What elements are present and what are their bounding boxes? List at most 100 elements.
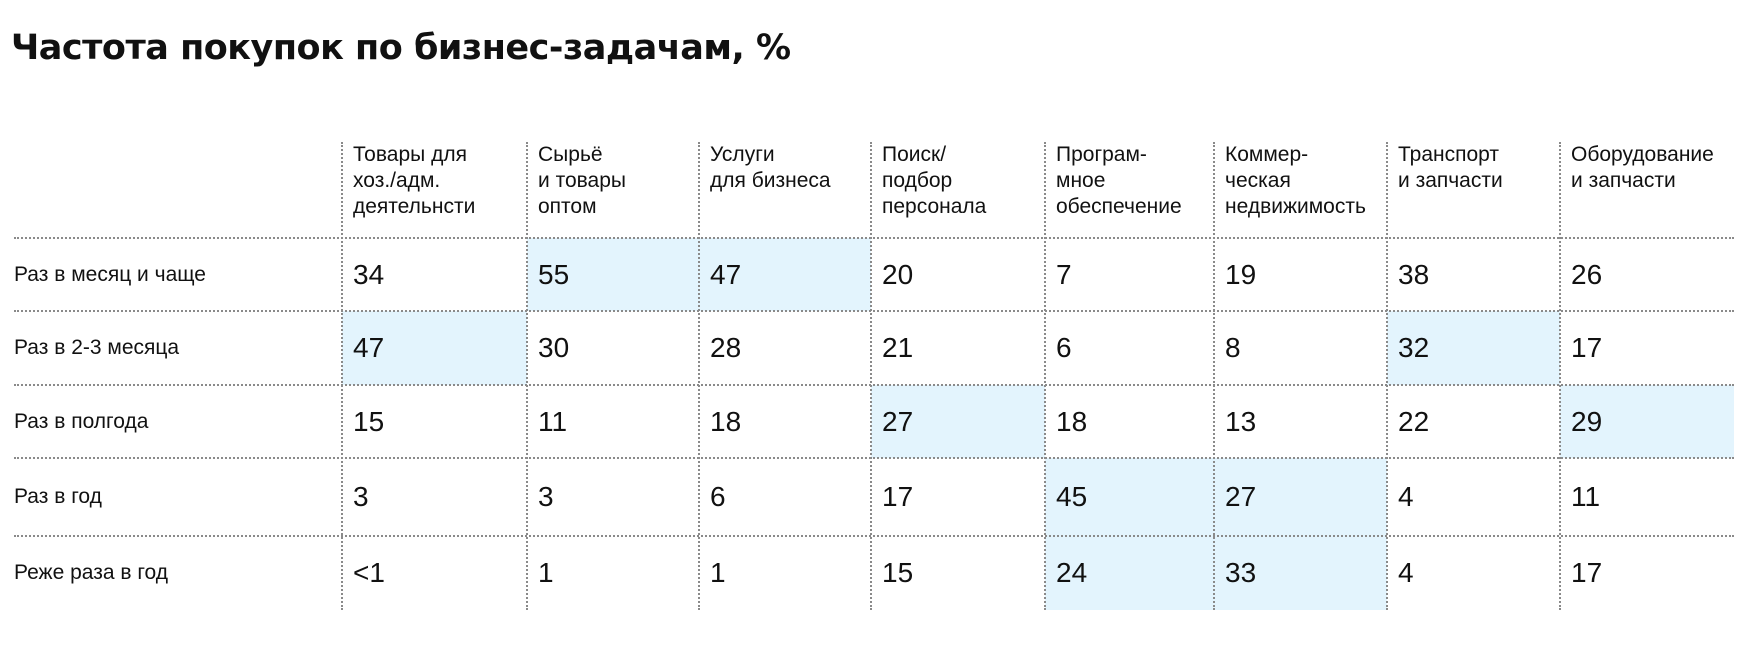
row-label: Раз в год xyxy=(14,485,102,508)
table-cell-value: 4 xyxy=(1398,557,1414,588)
column-header: Програм-мное обеспечение xyxy=(1056,142,1182,220)
table-cell-value: <1 xyxy=(353,557,385,588)
table-cell-value: 18 xyxy=(710,405,742,437)
table-cell-value: 11 xyxy=(1571,481,1601,512)
table-cell-value: 4 xyxy=(1398,481,1414,512)
table-cell-value: 24 xyxy=(1056,557,1088,588)
table-cell-bg xyxy=(342,311,527,385)
row-divider xyxy=(14,237,1734,239)
column-header-line: недвижимость xyxy=(1225,195,1366,218)
column-header-line: Услуги xyxy=(710,143,775,166)
column-header-line: Оборудование xyxy=(1571,143,1714,166)
table-cell-bg xyxy=(1214,536,1387,610)
table-cell-value: 15 xyxy=(353,405,385,437)
column-divider xyxy=(1559,142,1561,610)
column-header: Товары для хоз./адм. деятельнсти xyxy=(353,142,475,220)
table-cell-bg xyxy=(871,385,1045,458)
column-divider xyxy=(1386,142,1388,610)
column-header-line: Коммер- xyxy=(1225,143,1309,166)
chart-title: Частота покупок по бизнес-задачам, % xyxy=(11,28,791,68)
column-header-line: подбор xyxy=(882,169,953,192)
table-cell-value: 28 xyxy=(710,332,742,363)
column-header-line: Транспорт xyxy=(1398,143,1499,166)
table-cell-bg xyxy=(1045,536,1214,610)
table-cell-value: 13 xyxy=(1225,405,1257,437)
table-cell-value: 22 xyxy=(1398,405,1430,437)
column-header-line: и запчасти xyxy=(1398,169,1503,192)
column-divider xyxy=(526,142,528,610)
table-cell-value: 6 xyxy=(1056,332,1072,363)
table-cell-bg xyxy=(1387,311,1560,385)
column-header: Поиск/подбор персонала xyxy=(882,142,986,220)
table-cell-value: 15 xyxy=(882,557,914,588)
table-cell-value: 34 xyxy=(353,258,385,290)
table-cell-bg xyxy=(1045,458,1214,536)
column-header: Транспорт и запчасти xyxy=(1398,142,1503,194)
table-cell-value: 47 xyxy=(353,332,385,363)
column-header-line: для бизнеса xyxy=(710,169,831,192)
table-cell-value: 32 xyxy=(1398,332,1430,363)
column-header-line: ческая xyxy=(1225,169,1291,192)
table-cell-bg xyxy=(1214,458,1387,536)
table-cell-value: 29 xyxy=(1571,405,1603,437)
table-cell-value: 55 xyxy=(538,258,570,290)
table-cell-value: 21 xyxy=(882,332,914,363)
column-header-line: Сырьё xyxy=(538,143,603,166)
column-header-line: оптом xyxy=(538,195,597,218)
column-divider xyxy=(698,142,700,610)
column-header-line: обеспечение xyxy=(1056,195,1182,218)
column-header-line: Поиск/ xyxy=(882,143,947,166)
table-cell-value: 17 xyxy=(1571,557,1603,588)
table-cell-value: 11 xyxy=(538,405,568,437)
column-header-line: хоз./адм. xyxy=(353,169,441,192)
table-cell-value: 3 xyxy=(538,481,554,512)
row-divider xyxy=(14,535,1734,537)
table-cell-value: 38 xyxy=(1398,258,1430,290)
column-header: Услуги для бизнеса xyxy=(710,142,831,194)
column-header-line: мное xyxy=(1056,169,1106,192)
column-divider xyxy=(1044,142,1046,610)
table-cell-value: 19 xyxy=(1225,258,1257,290)
table-cell-value: 26 xyxy=(1571,258,1603,290)
column-header-line: персонала xyxy=(882,195,987,218)
column-divider xyxy=(1213,142,1215,610)
table-cell-value: 1 xyxy=(538,557,554,588)
table-cell-value: 1 xyxy=(710,557,726,588)
column-header-line: Товары для xyxy=(353,143,467,166)
table-cell-value: 47 xyxy=(710,258,742,290)
table-cell-value: 20 xyxy=(882,258,914,290)
table-cell-value: 17 xyxy=(1571,332,1603,363)
column-header-line: деятельнсти xyxy=(353,195,476,218)
column-header-line: и товары xyxy=(538,169,626,192)
table-cell-value: 27 xyxy=(1225,481,1257,512)
column-divider xyxy=(341,142,343,610)
table-cell-value: 8 xyxy=(1225,332,1241,363)
table-cell-bg xyxy=(342,458,527,536)
column-header: Сырьё и товары оптом xyxy=(538,142,626,220)
row-divider xyxy=(14,310,1734,312)
table-cell-value: 27 xyxy=(882,405,914,437)
table-cell-value: 18 xyxy=(1056,405,1088,437)
table-cell-value: 33 xyxy=(1225,557,1257,588)
row-label: Раз в полгода xyxy=(14,409,149,433)
column-divider xyxy=(870,142,872,610)
column-header: Оборудование и запчасти xyxy=(1571,142,1714,194)
table-cell-value: 17 xyxy=(882,481,914,512)
table-cell-value: 6 xyxy=(710,481,726,512)
row-divider xyxy=(14,457,1734,459)
table-cell-value: 45 xyxy=(1056,481,1088,512)
row-label: Раз в 2-3 месяца xyxy=(14,336,180,359)
column-header-line: Програм- xyxy=(1056,143,1147,166)
column-header: Коммер-ческая недвижимость xyxy=(1225,142,1366,220)
table-cell-value: 7 xyxy=(1056,258,1072,290)
table-cell-value: 3 xyxy=(353,481,369,512)
table-cell-bg xyxy=(699,238,871,311)
table-cell-bg xyxy=(1560,385,1734,458)
row-divider xyxy=(14,384,1734,386)
column-header-line: и запчасти xyxy=(1571,169,1676,192)
table-cell-value: 30 xyxy=(538,332,570,363)
table-cell-bg xyxy=(527,238,699,311)
row-label: Реже раза в год xyxy=(14,561,169,584)
row-label: Раз в месяц и чаще xyxy=(14,262,206,286)
